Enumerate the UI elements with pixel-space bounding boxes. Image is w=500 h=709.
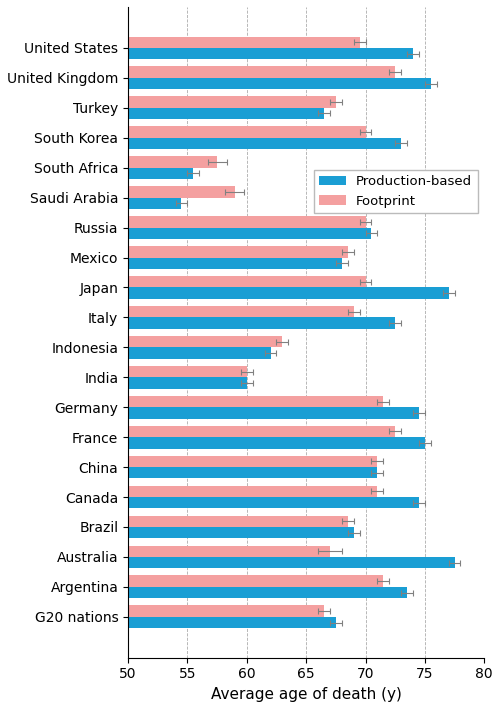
Bar xyxy=(128,407,419,418)
Bar xyxy=(128,216,366,228)
Bar xyxy=(128,167,194,179)
Bar xyxy=(128,426,395,437)
Bar xyxy=(128,336,282,347)
Bar xyxy=(128,527,354,538)
Bar xyxy=(128,437,425,449)
Bar xyxy=(128,67,395,78)
Bar xyxy=(128,276,366,287)
Bar xyxy=(128,587,407,598)
Bar xyxy=(128,126,366,138)
Bar xyxy=(128,467,378,479)
Bar xyxy=(128,186,235,198)
Bar xyxy=(128,198,182,209)
Bar xyxy=(128,246,348,257)
Bar xyxy=(128,605,324,617)
Bar xyxy=(128,257,342,269)
Bar xyxy=(128,156,217,167)
Bar xyxy=(128,576,384,587)
Bar xyxy=(128,228,372,239)
Bar xyxy=(128,306,354,318)
Bar xyxy=(128,456,378,467)
Bar xyxy=(128,515,348,527)
Bar xyxy=(128,96,336,108)
Bar xyxy=(128,366,247,377)
Bar xyxy=(128,545,330,557)
Bar xyxy=(128,557,454,569)
Bar xyxy=(128,318,395,329)
Bar xyxy=(128,617,336,628)
Bar xyxy=(128,377,247,389)
Bar xyxy=(128,396,384,407)
Bar xyxy=(128,37,360,48)
Legend: Production-based, Footprint: Production-based, Footprint xyxy=(314,169,478,213)
Bar xyxy=(128,347,270,359)
Bar xyxy=(128,78,431,89)
Bar xyxy=(128,497,419,508)
Bar xyxy=(128,138,401,149)
Bar xyxy=(128,108,324,119)
X-axis label: Average age of death (y): Average age of death (y) xyxy=(210,687,402,702)
Bar xyxy=(128,48,413,60)
Bar xyxy=(128,486,378,497)
Bar xyxy=(128,287,448,298)
